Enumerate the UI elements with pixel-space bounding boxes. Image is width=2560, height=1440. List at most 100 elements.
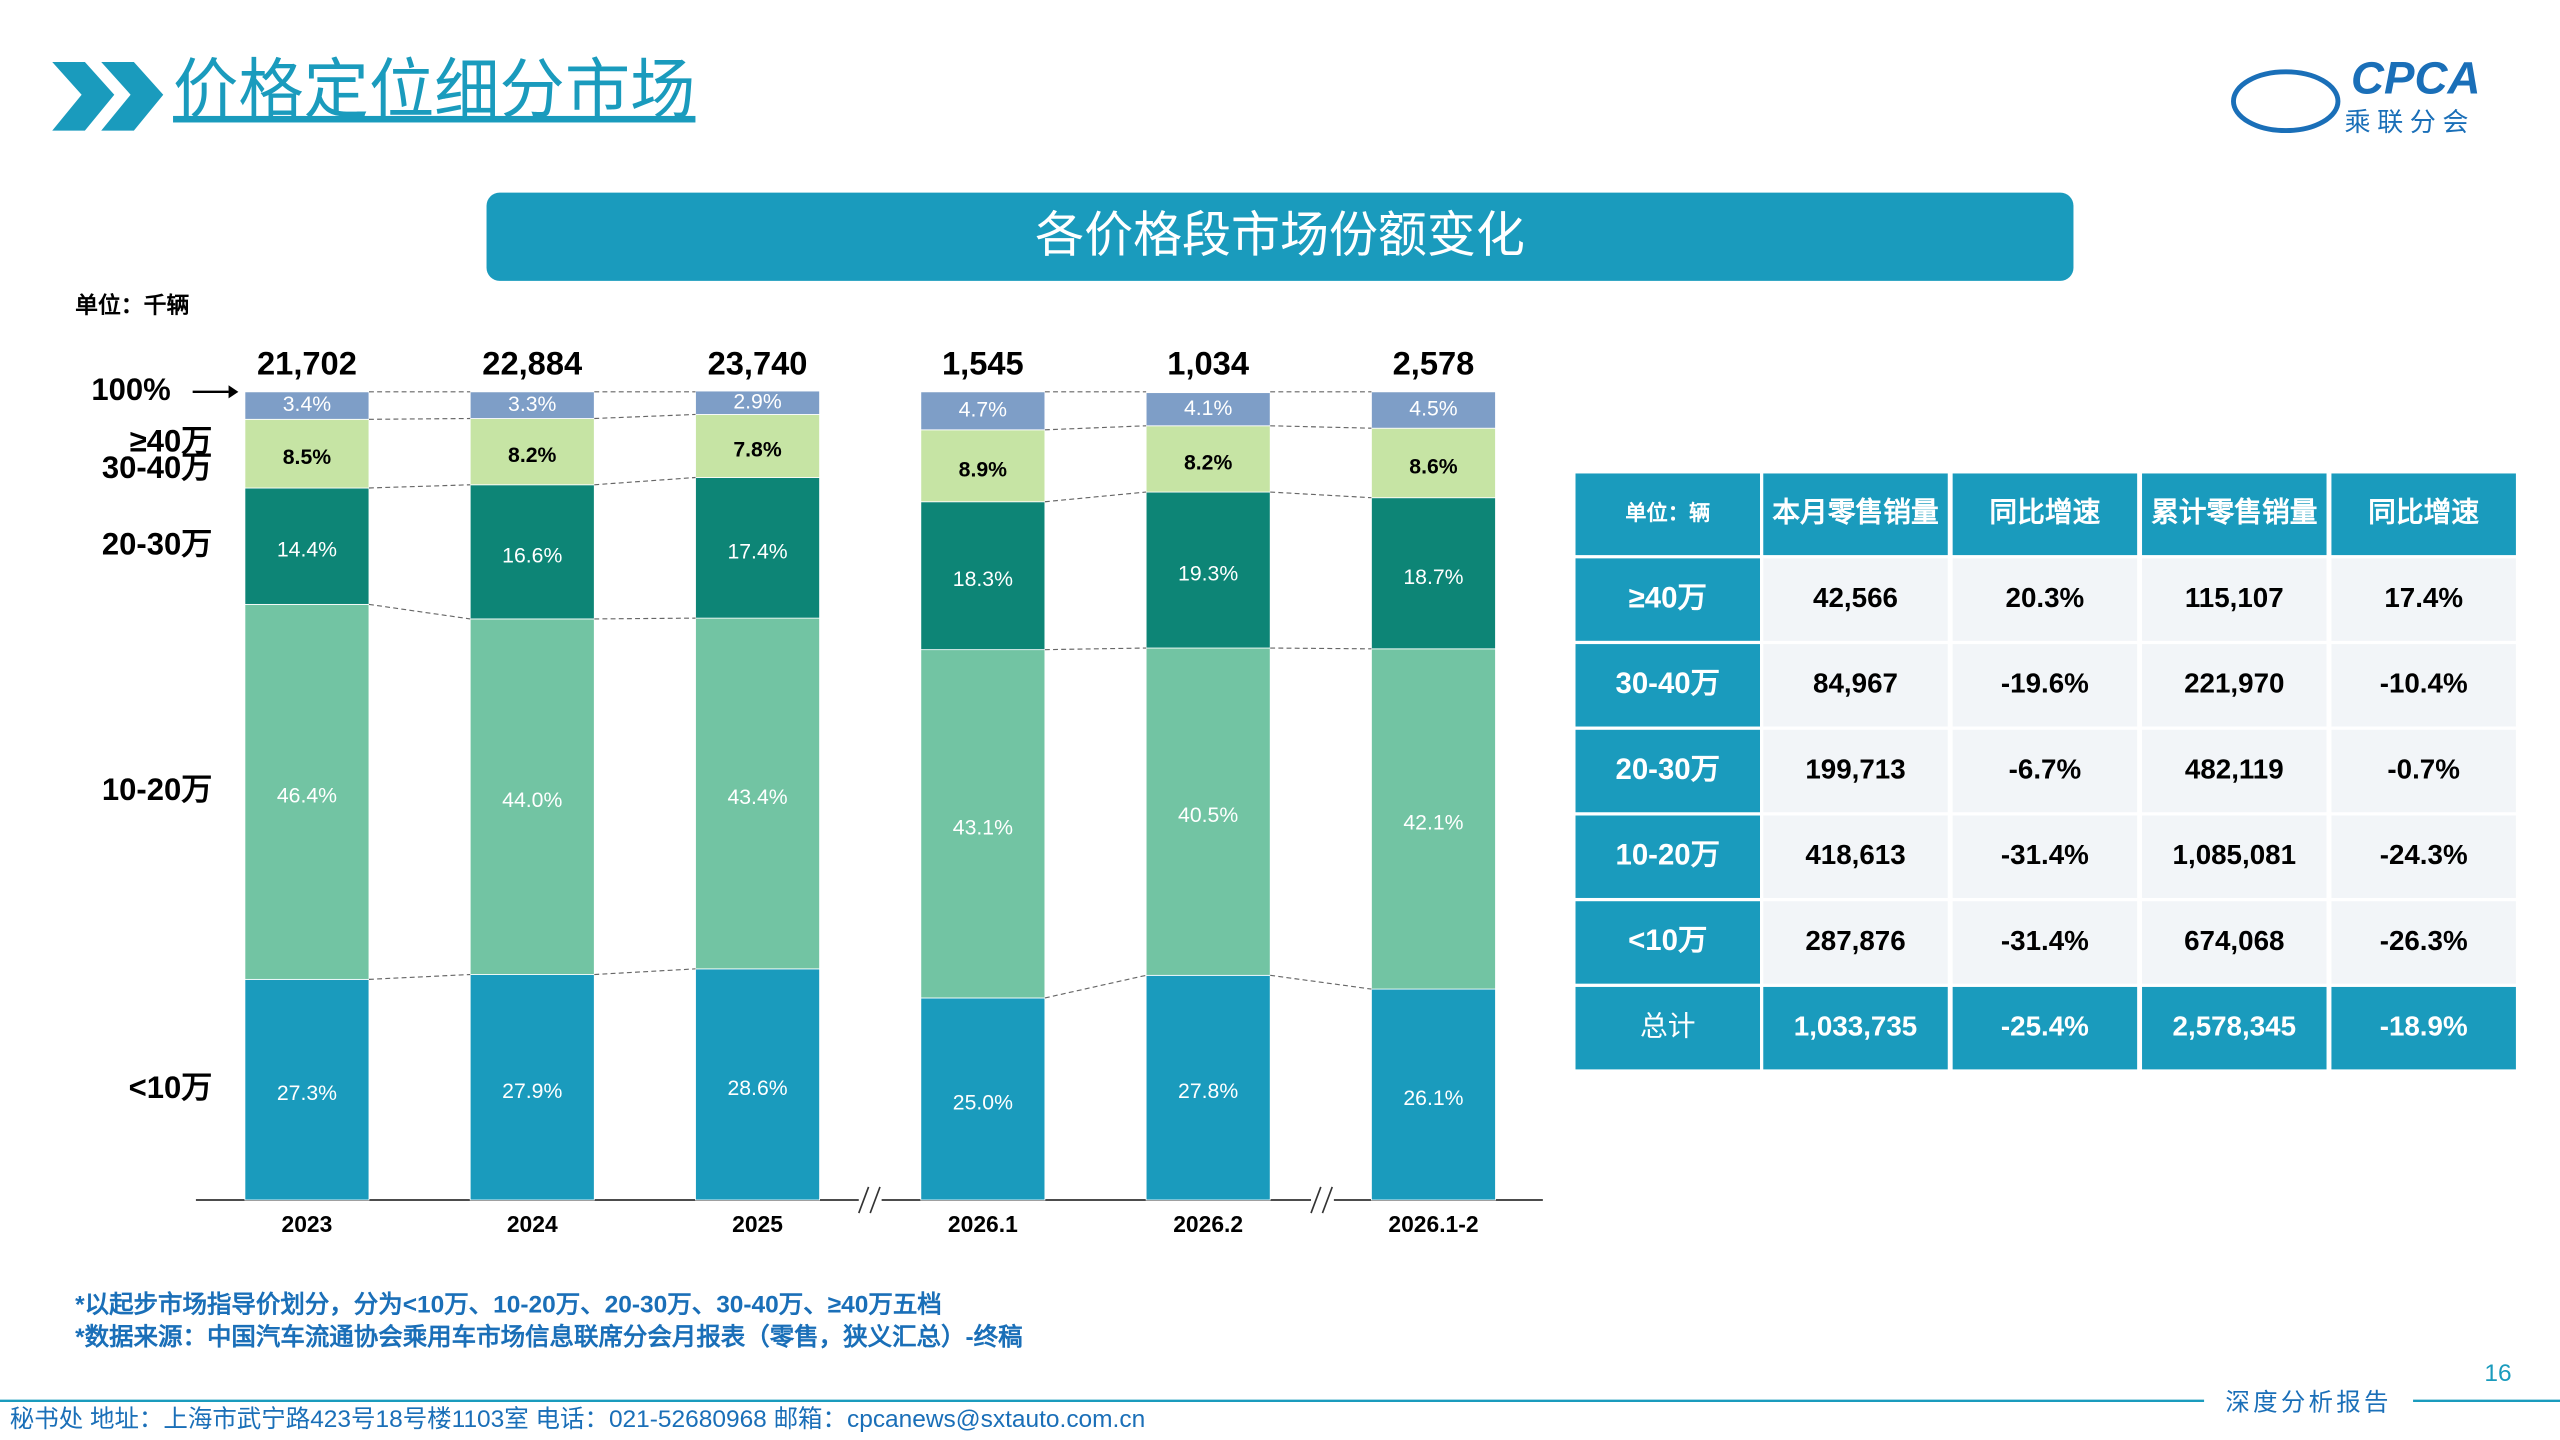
logo-mark	[2231, 69, 2341, 134]
header-cell	[2142, 473, 2327, 556]
cell	[1763, 644, 1948, 727]
x-tick-label: 2025	[732, 1211, 783, 1237]
cell-text: 221,970	[2184, 668, 2284, 699]
cell	[1575, 986, 1760, 1070]
cell-text: 总计	[1640, 1010, 1696, 1041]
bar-segment	[920, 429, 1046, 503]
cell	[1952, 986, 2138, 1070]
cell-text: -24.3%	[2380, 839, 2468, 870]
cell-text: 199,713	[1805, 753, 1905, 784]
legend-label: 20-30万	[102, 526, 212, 561]
cell	[2331, 901, 2516, 984]
header-cell	[1763, 473, 1948, 556]
bar-segment	[1371, 427, 1496, 499]
connector	[368, 417, 471, 420]
data-label: 27.8%	[1178, 1080, 1238, 1103]
bar-segment	[920, 649, 1046, 999]
cell-text: -31.4%	[2001, 925, 2089, 956]
header-text: 同比增速	[2368, 497, 2479, 528]
cell-text: -19.6%	[2001, 668, 2089, 699]
bar-segment	[695, 390, 820, 415]
cell	[2142, 558, 2327, 641]
cell-text: 30-40万	[1615, 667, 1720, 700]
bar-segment	[1371, 497, 1496, 650]
bar-segment	[920, 997, 1046, 1201]
cell	[1763, 986, 1948, 1070]
bar-segment	[244, 978, 370, 1201]
cell-text: <10万	[1628, 924, 1707, 957]
footer-address: 秘书处 地址：上海市武宁路423号18号楼1103室 电话：021-526809…	[10, 1405, 1145, 1433]
cell-text: 418,613	[1805, 839, 1905, 870]
bar-segment	[469, 418, 595, 486]
bar-segment	[695, 617, 820, 970]
bar-segment	[1371, 988, 1496, 1201]
cell-text: 2,578,345	[2173, 1010, 2296, 1041]
cell	[2142, 729, 2327, 813]
legend-label: 10-20万	[102, 772, 212, 807]
data-label: 44.0%	[502, 789, 562, 812]
bar-segment	[1371, 648, 1496, 990]
connector	[1044, 974, 1147, 999]
chevron	[101, 62, 164, 131]
page-title: 价格定位细分市场	[173, 53, 695, 126]
data-label: 4.1%	[1184, 397, 1232, 420]
data-label: 43.1%	[953, 816, 1013, 839]
x-tick-label: 2026.1-2	[1388, 1211, 1478, 1237]
data-label: 27.3%	[277, 1082, 337, 1105]
bar-segment	[469, 391, 595, 419]
total-label: 22,884	[482, 344, 582, 381]
bar-segment	[469, 484, 595, 620]
data-label: 40.5%	[1178, 804, 1238, 827]
legend-label: <10万	[129, 1070, 213, 1105]
cell-text: 674,068	[2184, 925, 2284, 956]
data-label: 8.6%	[1409, 455, 1457, 478]
total-label: 1,034	[1167, 344, 1249, 381]
header-cell	[1575, 473, 1760, 556]
x-tick-label: 2023	[282, 1211, 333, 1237]
cell-text: 1,085,081	[2173, 839, 2296, 870]
cell-text: 84,967	[1813, 668, 1898, 699]
cell-text: -31.4%	[2001, 839, 2089, 870]
y-tick-label: 100%	[91, 372, 170, 407]
header-text: 累计零售销量	[2151, 497, 2318, 528]
cell	[2142, 644, 2327, 727]
x-tick-label: 2024	[507, 1211, 558, 1237]
total-label: 23,740	[708, 344, 808, 381]
data-label: 19.3%	[1178, 563, 1238, 586]
bar-segment	[1145, 974, 1271, 1201]
total-label: 21,702	[257, 344, 357, 381]
chart-title: 各价格段市场份额变化	[1035, 208, 1525, 262]
bar-segment	[244, 603, 370, 980]
data-label: 14.4%	[277, 539, 337, 562]
data-label: 8.5%	[283, 446, 331, 469]
cell-text: -26.3%	[2380, 925, 2468, 956]
cell-text: 115,107	[2185, 582, 2284, 613]
axis-breaks	[858, 1186, 1334, 1214]
cell	[1952, 901, 2138, 984]
data-label: 8.9%	[959, 458, 1007, 481]
logo: CPCA	[2351, 53, 2480, 104]
cell	[1763, 901, 1948, 984]
cell-text: 20.3%	[2006, 582, 2085, 613]
bar-segment	[1145, 491, 1271, 649]
chart: 100% 27.3% 27.9% 28.6% 25.0% 27.8% 26.1% <10万 46…	[91, 344, 1496, 1237]
cell-text: -0.7%	[2387, 753, 2460, 784]
footer-report: 深度分析报告	[2225, 1389, 2391, 1417]
bar-segment	[1145, 425, 1271, 493]
cell-text: ≥40万	[1629, 581, 1707, 614]
data-label: 3.3%	[508, 393, 556, 416]
cell	[1763, 815, 1948, 898]
cell	[1952, 815, 2138, 898]
cell-text: 20-30万	[1615, 753, 1720, 786]
data-label: 42.1%	[1403, 811, 1463, 834]
bar-segment	[695, 968, 820, 1201]
cell-text: -10.4%	[2380, 668, 2468, 699]
connector	[368, 603, 471, 620]
bar-segment	[920, 501, 1046, 651]
arrow-head	[228, 385, 239, 399]
connector	[368, 973, 471, 980]
cell	[2331, 729, 2516, 813]
cell	[1763, 729, 1948, 813]
